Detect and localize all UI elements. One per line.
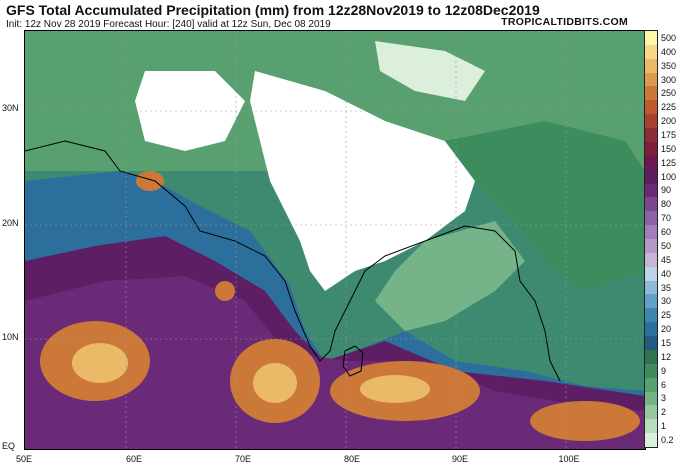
- lon-label-100e: 100E: [558, 454, 580, 464]
- coastline: [119, 170, 561, 382]
- colorbar-segment: [645, 197, 657, 212]
- lon-label-50e: 50E: [15, 454, 33, 464]
- heavy-rain-blob-3-core: [360, 375, 430, 403]
- colorbar-segment: [645, 128, 657, 143]
- bay-of-bengal-fill: [375, 221, 525, 331]
- lat-label-20n: 20N: [2, 218, 19, 228]
- colorbar-label: 15: [661, 338, 672, 348]
- heavy-rain-blob-6: [215, 281, 235, 301]
- heavy-rain-blob-1-core: [72, 343, 128, 383]
- colorbar-segment: [645, 114, 657, 129]
- southeast-asia-fill: [445, 121, 645, 291]
- colorbar-label: 9: [661, 365, 667, 376]
- colorbar-label: 6: [661, 379, 667, 390]
- colorbar-label: 80: [661, 199, 672, 210]
- lat-label-10n: 10N: [2, 332, 19, 342]
- lon-label-80e: 80E: [343, 454, 361, 464]
- colorbar-label: 60: [661, 227, 672, 238]
- colorbar-label: 300: [661, 74, 677, 85]
- colorbar-label: 70: [661, 213, 672, 224]
- colorbar-label: 35: [661, 282, 672, 293]
- colorbar-segment: [645, 58, 657, 74]
- lon-label-70e: 70E: [234, 454, 252, 464]
- chart-subtitle: Init: 12z Nov 28 2019 Forecast Hour: [24…: [6, 19, 331, 30]
- colorbar-segment: [645, 86, 657, 101]
- colorbar-segment: [645, 183, 657, 198]
- colorbar-segment: [645, 72, 657, 87]
- colorbar-label: 45: [661, 254, 672, 265]
- heavy-rain-blob-4: [530, 401, 640, 441]
- source-credit: TROPICALTIDBITS.COM: [501, 16, 628, 28]
- colorbar-segment: [645, 155, 657, 171]
- colorbar-segment: [645, 322, 657, 337]
- dry-interior-india: [250, 71, 475, 291]
- colorbar-segment: [645, 391, 657, 406]
- colorbar-label: 0.2: [661, 435, 674, 446]
- map-canvas: [25, 31, 645, 449]
- heavy-rain-blob-5: [136, 171, 164, 191]
- colorbar-segment: [645, 349, 657, 365]
- colorbar-label: 90: [661, 185, 672, 196]
- colorbar-label: 2: [661, 407, 667, 418]
- lat-label-30n: 30N: [2, 103, 19, 113]
- colorbar-label: 20: [661, 324, 672, 335]
- lon-label-90e: 90E: [451, 454, 469, 464]
- chart-title: GFS Total Accumulated Precipitation (mm)…: [6, 2, 540, 18]
- colorbar-label: 150: [661, 143, 677, 154]
- colorbar-segment: [645, 336, 657, 351]
- colorbar-segment: [645, 141, 657, 157]
- colorbar-label: 500: [661, 32, 677, 43]
- lon-label-60e: 60E: [125, 454, 143, 464]
- colorbar-label: 12: [661, 351, 672, 362]
- grid-lines: [25, 31, 645, 449]
- colorbar-label: 30: [661, 296, 672, 307]
- colorbar-segment: [645, 405, 657, 420]
- colorbar-segment: [645, 363, 657, 379]
- colorbar-segment: [645, 100, 657, 115]
- colorbar-label: 125: [661, 157, 677, 168]
- colorbar-segment: [645, 211, 657, 226]
- colorbar-segment: [645, 31, 657, 46]
- colorbar-segment: [645, 266, 657, 282]
- colorbar-label: 40: [661, 268, 672, 279]
- colorbar-segment: [645, 294, 657, 309]
- colorbar-label: 3: [661, 393, 667, 404]
- colorbar-label: 25: [661, 310, 672, 321]
- ocean-purple-band-2: [25, 276, 645, 449]
- colorbar-segment: [645, 280, 657, 295]
- heavy-rain-blob-2-core: [253, 363, 297, 403]
- colorbar-label: 225: [661, 102, 677, 113]
- colorbar-label: 100: [661, 171, 677, 182]
- precipitation-map: [24, 30, 646, 450]
- colorbar-segment: [645, 433, 657, 448]
- colorbar-label: 400: [661, 46, 677, 57]
- colorbar-segment: [645, 419, 657, 434]
- colorbar-segment: [645, 239, 657, 254]
- colorbar-segment: [645, 308, 657, 323]
- dry-region-north: [375, 41, 485, 101]
- colorbar-label: 50: [661, 240, 672, 251]
- colorbar-label: 1: [661, 421, 667, 432]
- colorbar-segment: [645, 44, 657, 60]
- colorbar-label: 250: [661, 88, 677, 99]
- colorbar-segment: [645, 225, 657, 240]
- colorbar-segment: [645, 377, 657, 393]
- colorbar-label: 350: [661, 60, 677, 71]
- colorbar-segment: [645, 252, 657, 268]
- colorbar-label: 200: [661, 116, 677, 127]
- arabian-coast: [25, 140, 121, 172]
- lat-label-eq: EQ: [2, 441, 16, 451]
- colorbar: [644, 30, 658, 448]
- colorbar-label: 175: [661, 130, 677, 140]
- sri-lanka-outline: [342, 345, 364, 377]
- colorbar-segment: [645, 169, 657, 185]
